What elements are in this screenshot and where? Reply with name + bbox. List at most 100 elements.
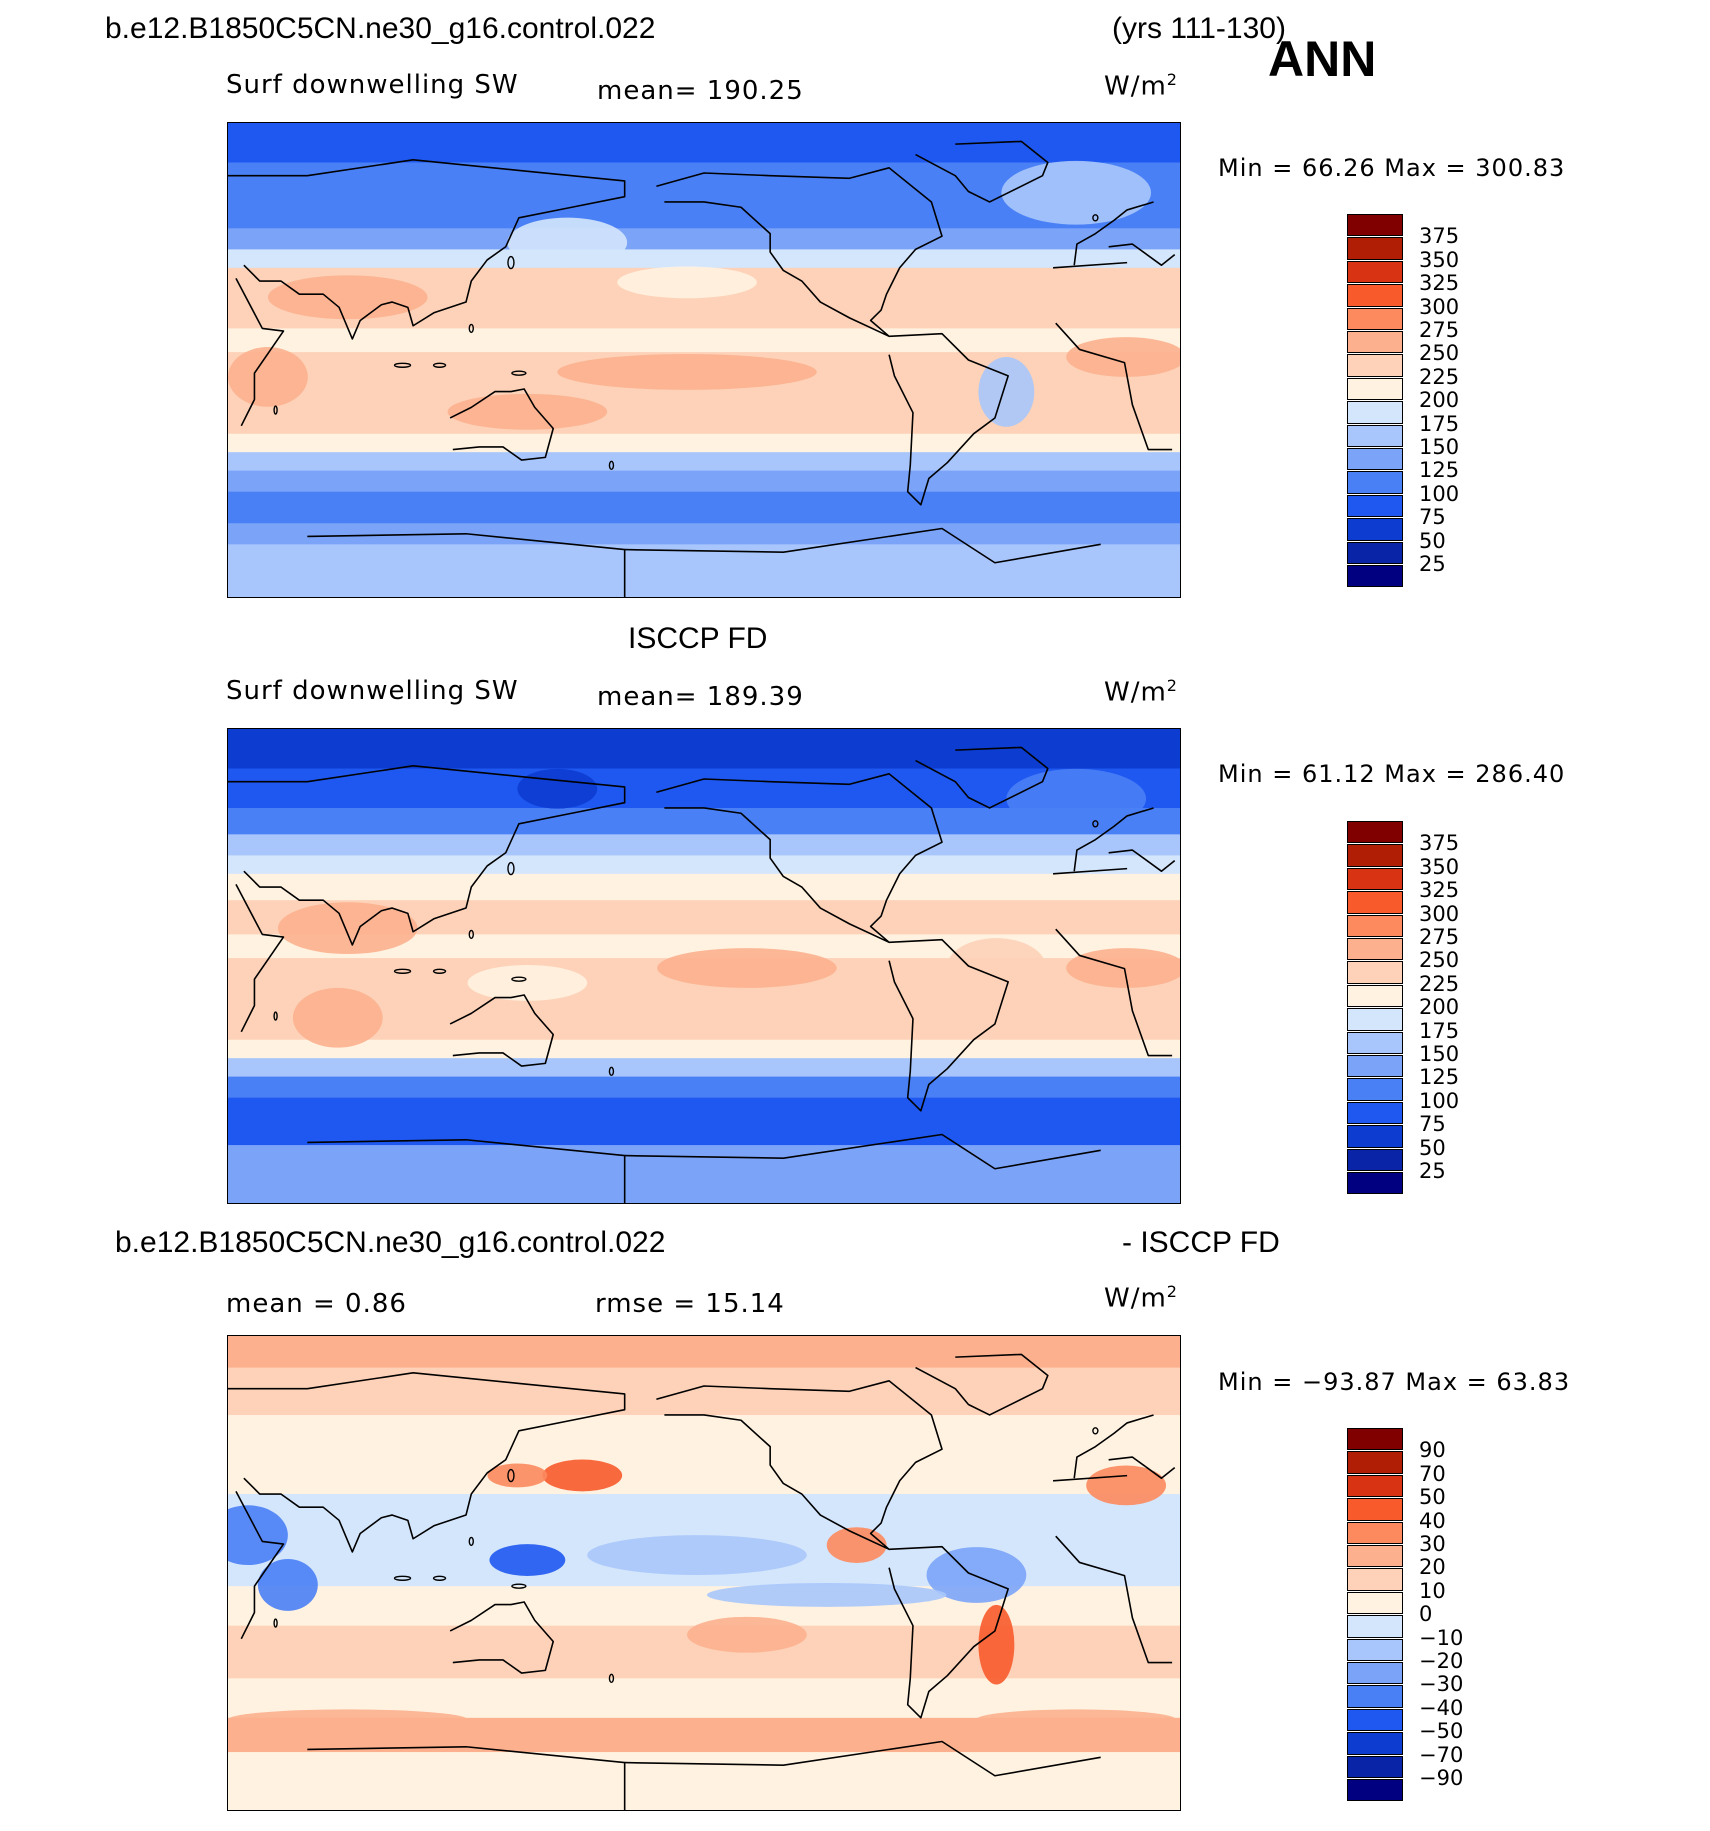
colorbar-swatch — [1347, 1685, 1403, 1708]
colorbar-swatch — [1347, 214, 1403, 237]
colorbar-swatch — [1347, 867, 1403, 891]
colorbar-label: 125 — [1419, 1065, 1460, 1090]
colorbar-swatch — [1347, 1474, 1403, 1498]
colorbar-swatch — [1347, 541, 1403, 564]
colorbar-label: 25 — [1419, 1159, 1446, 1183]
colorbar-label: 50 — [1419, 1135, 1446, 1160]
colorbar-label: 50 — [1419, 1485, 1446, 1510]
colorbar-label: −40 — [1419, 1695, 1464, 1720]
colorbar-label: 0 — [1419, 1602, 1433, 1627]
colorbar-swatch — [1347, 1662, 1403, 1685]
colorbar-label: −20 — [1419, 1649, 1464, 1673]
colorbar-swatch — [1347, 401, 1403, 424]
panel1-map — [227, 122, 1181, 598]
colorbar-label: 100 — [1419, 1088, 1460, 1113]
colorbar-swatch — [1347, 844, 1403, 867]
colorbar-label: 50 — [1419, 528, 1446, 553]
colorbar-swatch — [1347, 284, 1403, 307]
colorbar-swatch — [1347, 518, 1403, 541]
colorbar-swatch — [1347, 354, 1403, 377]
panel3-mean: mean = 0.86 — [226, 1289, 407, 1319]
colorbar-swatch — [1347, 471, 1403, 494]
colorbar-label: −70 — [1419, 1742, 1464, 1767]
panel1-units: W/m2 — [1104, 70, 1178, 102]
colorbar-swatch — [1347, 424, 1403, 447]
colorbar-swatch — [1347, 1055, 1403, 1078]
colorbar-swatch — [1347, 1638, 1403, 1661]
colorbar-label: 200 — [1419, 995, 1460, 1020]
colorbar-swatch — [1347, 1591, 1403, 1615]
colorbar-swatch — [1347, 377, 1403, 401]
colorbar-label: 250 — [1419, 341, 1460, 366]
colorbar-label: 150 — [1419, 435, 1460, 459]
colorbar-swatch — [1347, 821, 1403, 844]
panel3-map — [227, 1335, 1181, 1811]
colorbar-label: 20 — [1419, 1555, 1446, 1580]
colorbar-label: −30 — [1419, 1672, 1464, 1697]
panel1-mean: mean= 190.25 — [597, 76, 804, 106]
colorbar-swatch — [1347, 1148, 1403, 1171]
colorbar-swatch — [1347, 448, 1403, 471]
colorbar-label: 375 — [1419, 831, 1460, 856]
colorbar-label: −50 — [1419, 1719, 1464, 1744]
colorbar-label: −90 — [1419, 1766, 1464, 1790]
panel3-minmax: Min = −93.87 Max = 63.83 — [1218, 1368, 1571, 1396]
colorbar-label: 275 — [1419, 318, 1460, 342]
colorbar-swatch — [1347, 1779, 1403, 1802]
colorbar-label: 225 — [1419, 364, 1460, 389]
colorbar-swatch — [1347, 1568, 1403, 1591]
panel3-title-right: - ISCCP FD — [1122, 1226, 1280, 1259]
colorbar-label: 225 — [1419, 971, 1460, 996]
colorbar-label: 75 — [1419, 505, 1446, 530]
colorbar-swatch — [1347, 1172, 1403, 1195]
colorbar-label: 150 — [1419, 1042, 1460, 1066]
colorbar-swatch — [1347, 1125, 1403, 1148]
colorbar-label: 300 — [1419, 294, 1460, 319]
colorbar-swatch — [1347, 307, 1403, 330]
years-label: (yrs 111-130) — [1112, 12, 1286, 45]
colorbar-label: 30 — [1419, 1532, 1446, 1556]
colorbar-swatch — [1347, 260, 1403, 284]
panel2-title: ISCCP FD — [628, 622, 768, 655]
colorbar-label: 275 — [1419, 925, 1460, 949]
colorbar-label: 25 — [1419, 552, 1446, 576]
colorbar-label: 100 — [1419, 481, 1460, 506]
colorbar-swatch — [1347, 1451, 1403, 1474]
colorbar-label: 175 — [1419, 1018, 1460, 1043]
panel2-variable: Surf downwelling SW — [226, 676, 519, 706]
panel2-mean: mean= 189.39 — [597, 682, 804, 712]
colorbar-swatch — [1347, 1545, 1403, 1568]
panel1-colorbar: 375 350 325 300 275 250 225 200 175 150 125 100 75 50… — [1347, 214, 1459, 588]
colorbar-swatch — [1347, 1008, 1403, 1031]
colorbar-label: 200 — [1419, 388, 1460, 413]
colorbar-label: −10 — [1419, 1625, 1464, 1650]
panel2-colorbar: 375 350 325 300 275 250 225 200 175 150 125 100 75 50… — [1347, 821, 1459, 1195]
colorbar-swatch — [1347, 494, 1403, 518]
colorbar-swatch — [1347, 1615, 1403, 1638]
colorbar-swatch — [1347, 1031, 1403, 1054]
colorbar-label: 90 — [1419, 1438, 1446, 1463]
colorbar-label: 375 — [1419, 224, 1460, 249]
panel1-variable: Surf downwelling SW — [226, 70, 519, 100]
colorbar-swatch — [1347, 237, 1403, 260]
colorbar-label: 10 — [1419, 1578, 1446, 1603]
colorbar-swatch — [1347, 1708, 1403, 1732]
panel2-minmax: Min = 61.12 Max = 286.40 — [1218, 760, 1566, 788]
colorbar-swatch — [1347, 961, 1403, 984]
colorbar-swatch — [1347, 1732, 1403, 1755]
colorbar-label: 70 — [1419, 1461, 1446, 1486]
colorbar-swatch — [1347, 1755, 1403, 1778]
colorbar-label: 325 — [1419, 878, 1460, 903]
colorbar-label: 125 — [1419, 458, 1460, 483]
colorbar-swatch — [1347, 1521, 1403, 1544]
season-label: ANN — [1268, 31, 1377, 87]
colorbar-swatch — [1347, 331, 1403, 354]
colorbar-swatch — [1347, 891, 1403, 914]
colorbar-label: 40 — [1419, 1508, 1446, 1533]
panel3-rmse: rmse = 15.14 — [595, 1289, 785, 1319]
case-title: b.e12.B1850C5CN.ne30_g16.control.022 — [105, 12, 656, 45]
colorbar-label: 175 — [1419, 411, 1460, 436]
colorbar-label: 300 — [1419, 901, 1460, 926]
panel3-title-left: b.e12.B1850C5CN.ne30_g16.control.022 — [115, 1226, 666, 1259]
colorbar-swatch — [1347, 938, 1403, 961]
